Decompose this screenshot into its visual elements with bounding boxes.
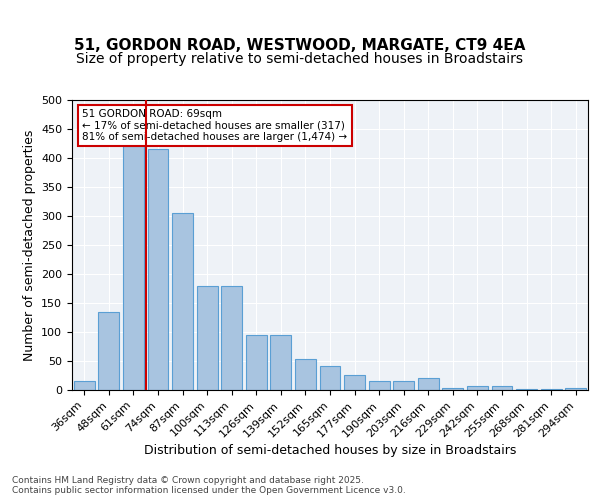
- Bar: [368, 382, 389, 390]
- Bar: [320, 366, 340, 390]
- Bar: [393, 382, 414, 390]
- Bar: [295, 360, 316, 390]
- Bar: [565, 388, 586, 390]
- Bar: [344, 375, 365, 390]
- Bar: [418, 378, 439, 390]
- Bar: [541, 389, 562, 390]
- Bar: [197, 286, 218, 390]
- Bar: [123, 146, 144, 390]
- Bar: [442, 388, 463, 390]
- Text: Contains HM Land Registry data © Crown copyright and database right 2025.
Contai: Contains HM Land Registry data © Crown c…: [12, 476, 406, 495]
- Bar: [74, 382, 95, 390]
- Text: 51, GORDON ROAD, WESTWOOD, MARGATE, CT9 4EA: 51, GORDON ROAD, WESTWOOD, MARGATE, CT9 …: [74, 38, 526, 52]
- Bar: [172, 213, 193, 390]
- Bar: [467, 386, 488, 390]
- Bar: [221, 286, 242, 390]
- Bar: [491, 386, 512, 390]
- Bar: [148, 150, 169, 390]
- Text: 51 GORDON ROAD: 69sqm
← 17% of semi-detached houses are smaller (317)
81% of sem: 51 GORDON ROAD: 69sqm ← 17% of semi-deta…: [82, 108, 347, 142]
- Text: Size of property relative to semi-detached houses in Broadstairs: Size of property relative to semi-detach…: [77, 52, 523, 66]
- Bar: [271, 335, 292, 390]
- X-axis label: Distribution of semi-detached houses by size in Broadstairs: Distribution of semi-detached houses by …: [144, 444, 516, 458]
- Bar: [516, 389, 537, 390]
- Bar: [98, 312, 119, 390]
- Bar: [246, 335, 267, 390]
- Y-axis label: Number of semi-detached properties: Number of semi-detached properties: [23, 130, 35, 360]
